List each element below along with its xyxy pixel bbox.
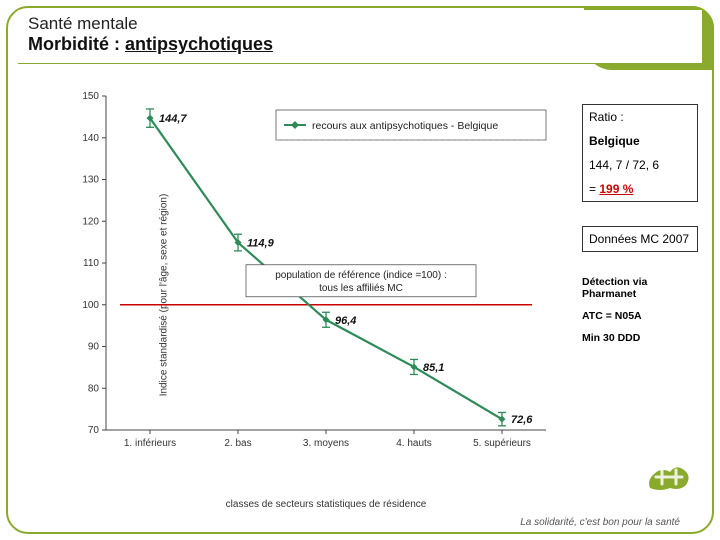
title-line1: Santé mentale	[28, 14, 692, 34]
svg-text:110: 110	[83, 258, 99, 269]
svg-text:recours aux antipsychotiques -: recours aux antipsychotiques - Belgique	[312, 120, 498, 132]
title-underlined: antipsychotiques	[125, 34, 273, 54]
sidebar: Ratio : Belgique 144, 7 / 72, 6 = 199 % …	[582, 104, 698, 344]
svg-text:1. inférieurs: 1. inférieurs	[124, 438, 176, 449]
footer-slogan: La solidarité, c'est bon pour la santé	[520, 517, 680, 528]
ratio-value: 199 %	[599, 182, 633, 196]
brand-logo	[646, 458, 692, 492]
title-bold: Morbidité :	[28, 34, 125, 54]
svg-text:100: 100	[82, 300, 99, 311]
ratio-label: Ratio :	[589, 110, 691, 124]
slide-header: Santé mentale Morbidité : antipsychotiqu…	[18, 10, 702, 64]
atc-note: ATC = N05A	[582, 310, 698, 322]
ratio-expr: 144, 7 / 72, 6	[589, 158, 691, 172]
svg-text:150: 150	[82, 91, 99, 102]
svg-text:144,7: 144,7	[159, 113, 187, 125]
svg-text:85,1: 85,1	[423, 362, 444, 374]
svg-text:population de référence (indic: population de référence (indice =100) :	[275, 270, 447, 281]
title-line2: Morbidité : antipsychotiques	[28, 34, 692, 55]
svg-text:3. moyens: 3. moyens	[303, 438, 349, 449]
ratio-box: Ratio : Belgique 144, 7 / 72, 6 = 199 %	[582, 104, 698, 202]
ratio-country: Belgique	[589, 134, 691, 148]
ratio-eq: =	[589, 182, 599, 196]
svg-text:114,9: 114,9	[247, 238, 275, 250]
svg-text:140: 140	[82, 133, 99, 144]
svg-text:120: 120	[82, 216, 99, 227]
svg-text:80: 80	[88, 383, 100, 394]
svg-text:90: 90	[88, 342, 100, 353]
svg-text:5. supérieurs: 5. supérieurs	[473, 438, 531, 449]
ddd-note: Min 30 DDD	[582, 332, 698, 344]
svg-text:96,4: 96,4	[335, 315, 356, 327]
svg-text:4. hauts: 4. hauts	[396, 438, 432, 449]
ratio-result: = 199 %	[589, 182, 691, 196]
svg-text:72,6: 72,6	[511, 414, 533, 426]
svg-text:70: 70	[88, 425, 100, 436]
detection-note: Détection via Pharmanet	[582, 276, 698, 300]
chart-container: Indice standardisé (pour l'âge, sexe et …	[18, 80, 578, 510]
svg-text:tous les affiliés MC: tous les affiliés MC	[319, 283, 403, 294]
x-axis-label: classes de secteurs statistiques de rési…	[74, 499, 578, 510]
data-source-box: Données MC 2007	[582, 226, 698, 252]
chart-plot: 70 80 90 100 110 120 130 140 150 1. inférieurs 2. …	[74, 90, 554, 460]
svg-text:130: 130	[82, 175, 99, 186]
svg-text:2. bas: 2. bas	[224, 438, 251, 449]
